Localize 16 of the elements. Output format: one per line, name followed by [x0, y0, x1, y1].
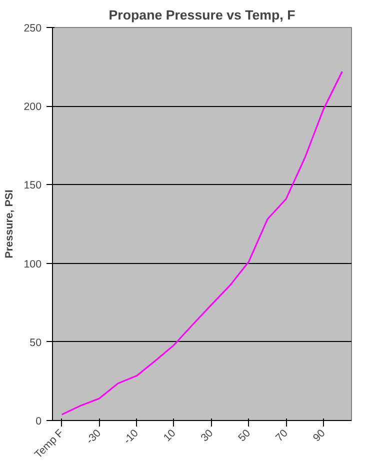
y-tick-label: 0 — [36, 416, 42, 428]
y-tick-label: 150 — [24, 180, 42, 192]
y-axis-title: Pressure, PSI — [4, 190, 16, 258]
y-tick-label: 100 — [24, 258, 42, 270]
x-tick-label: -10 — [121, 427, 141, 447]
x-tick-label: 90 — [310, 427, 328, 444]
x-tick-label: 70 — [273, 427, 290, 444]
chart-title: Propane Pressure vs Temp, F — [108, 8, 296, 22]
line-series — [61, 70, 343, 416]
y-tick-label: 250 — [24, 22, 42, 34]
y-tick-label: 200 — [24, 101, 42, 114]
x-tick-label: 10 — [161, 427, 178, 444]
y-tick-label: 50 — [30, 336, 42, 349]
x-tick-label: -30 — [84, 427, 104, 447]
x-tick-label: 50 — [236, 427, 254, 444]
x-tick-label: 30 — [198, 427, 216, 444]
